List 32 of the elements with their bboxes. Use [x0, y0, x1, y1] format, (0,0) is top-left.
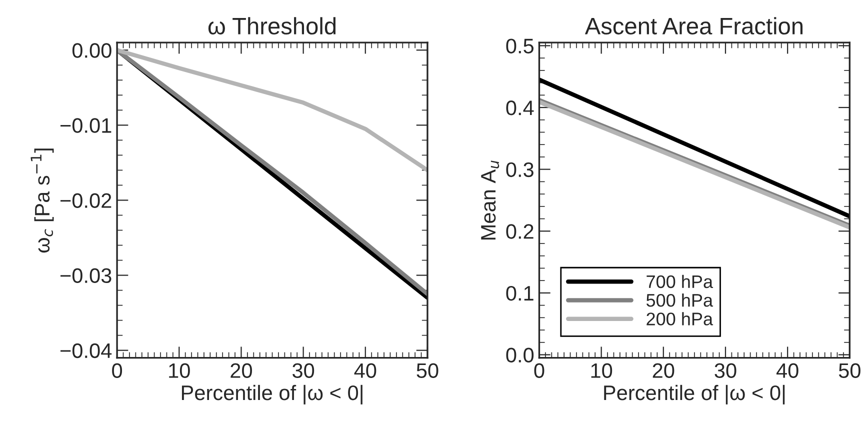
x-tick-label: 20 — [230, 363, 252, 378]
x-tick-label: 30 — [292, 363, 314, 378]
y-tick-label: 0.0 — [506, 348, 534, 363]
legend-label: 500 hPa — [646, 293, 714, 307]
x-tick-label: 50 — [416, 363, 438, 378]
y-tick-label: 0.2 — [506, 224, 534, 239]
x-axis-title: Percentile of |ω < 0| — [604, 384, 785, 404]
y-tick-label: 0.4 — [506, 100, 534, 116]
y-tick-label: −0.01 — [60, 118, 112, 133]
y-tick-label: 0.3 — [506, 162, 534, 178]
x-axis-title: Percentile of |ω < 0| — [182, 384, 362, 404]
chart-title: Ascent Area Fraction — [584, 17, 803, 34]
x-tick-label: 10 — [169, 363, 190, 378]
y-tick-label: 0.00 — [72, 43, 112, 58]
x-tick-label: 20 — [652, 363, 674, 378]
y-tick-label: 0.5 — [506, 38, 534, 54]
y-tick-label: −0.03 — [60, 268, 112, 284]
x-tick-label: 0 — [534, 363, 544, 378]
legend-label: 700 hPa — [646, 274, 714, 288]
y-tick-label: −0.04 — [60, 343, 112, 358]
x-tick-label: 40 — [776, 363, 798, 378]
x-tick-label: 0 — [112, 363, 122, 378]
y-tick-label: 0.1 — [506, 286, 534, 301]
legend-label: 200 hPa — [646, 312, 714, 326]
chart-title: ω Threshold — [208, 17, 336, 34]
y-axis-title: Mean A$_{u}$ — [481, 160, 500, 240]
y-tick-label: −0.02 — [60, 193, 112, 208]
x-tick-label: 10 — [591, 363, 612, 378]
x-tick-label: 40 — [354, 363, 376, 378]
x-tick-label: 30 — [714, 363, 736, 378]
x-tick-label: 50 — [838, 363, 860, 378]
y-axis-title: ω$_{c}$ [Pa s$^{−1}$] — [30, 148, 54, 253]
